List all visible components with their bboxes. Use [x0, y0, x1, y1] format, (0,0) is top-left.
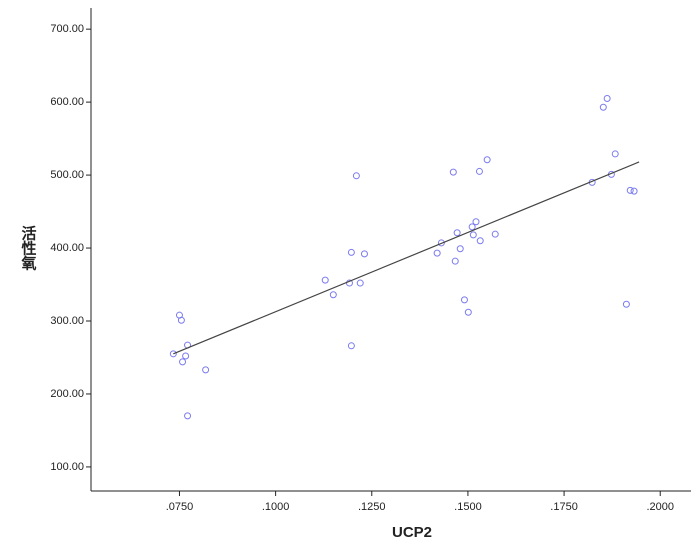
point	[469, 231, 477, 239]
point	[169, 350, 177, 358]
x-tick-label: .2000	[646, 501, 674, 513]
point	[626, 186, 634, 194]
point	[468, 223, 476, 231]
point	[321, 276, 329, 284]
point	[202, 366, 210, 374]
fit-line	[173, 161, 640, 355]
point	[622, 300, 630, 308]
point	[329, 291, 337, 299]
point	[491, 230, 499, 238]
point	[456, 245, 464, 253]
y-tick-label: 700.00	[50, 23, 84, 35]
point	[599, 103, 607, 111]
point	[184, 412, 192, 420]
point	[179, 358, 187, 366]
x-tick-label: .1000	[262, 501, 290, 513]
point	[611, 150, 619, 158]
y-tick-label: 100.00	[50, 461, 84, 473]
x-tick-label: .1500	[454, 501, 482, 513]
point	[464, 308, 472, 316]
x-tick-label: .1750	[550, 501, 578, 513]
point	[347, 248, 355, 256]
point	[630, 187, 638, 195]
point	[352, 172, 360, 180]
x-tick-label: .1250	[358, 501, 386, 513]
point	[483, 156, 491, 164]
point	[356, 279, 364, 287]
point	[347, 342, 355, 350]
point	[472, 218, 480, 226]
x-tick-label: .0750	[166, 501, 194, 513]
y-tick-label: 400.00	[50, 242, 84, 254]
point	[433, 249, 441, 257]
point	[603, 94, 611, 102]
point	[475, 167, 483, 175]
point	[453, 229, 461, 237]
y-tick-label: 300.00	[50, 315, 84, 327]
y-axis-title: 活性氧	[20, 225, 38, 272]
point	[360, 250, 368, 258]
point	[182, 352, 190, 360]
point	[451, 257, 459, 265]
point	[177, 316, 185, 324]
y-tick-label: 600.00	[50, 96, 84, 108]
point	[476, 237, 484, 245]
x-axis-title: UCP2	[392, 524, 432, 541]
point	[437, 239, 445, 247]
point	[449, 168, 457, 176]
y-tick-label: 200.00	[50, 388, 84, 400]
y-tick-label: 500.00	[50, 169, 84, 181]
point	[460, 296, 468, 304]
